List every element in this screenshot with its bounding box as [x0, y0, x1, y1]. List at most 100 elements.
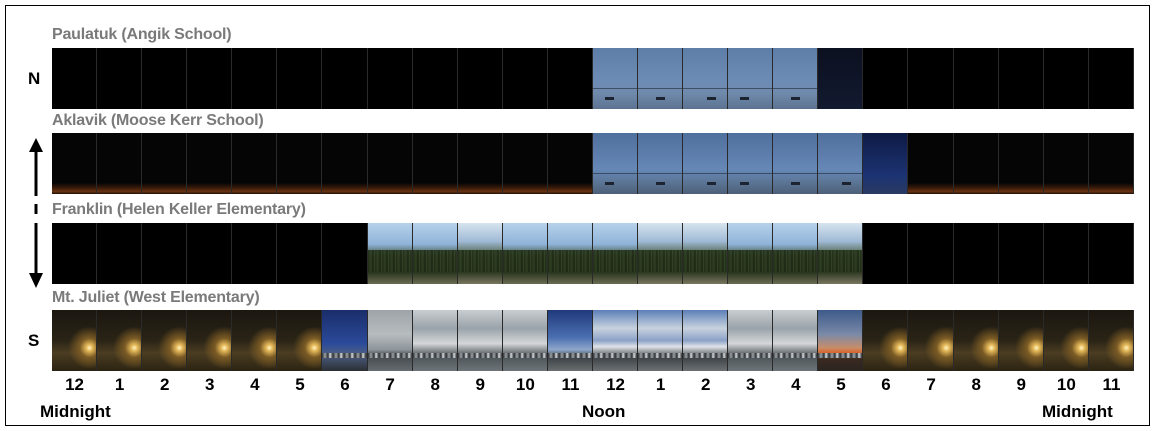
snapshot-hour-16 — [773, 223, 819, 284]
boat-shape — [656, 181, 666, 185]
snapshot-hour-4 — [232, 133, 278, 194]
snapshot-hour-22 — [1043, 310, 1089, 371]
parking-lot-cars — [412, 352, 457, 358]
snapshot-hour-20 — [954, 48, 999, 109]
hour-label: 12 — [65, 375, 84, 394]
hour-label: 7 — [926, 375, 936, 394]
hour-label: 10 — [1056, 375, 1076, 394]
snapshot-hour-16 — [773, 310, 819, 371]
parking-lot-cars — [818, 352, 863, 358]
snapshot-hour-18 — [863, 133, 909, 194]
snapshot-hour-9 — [457, 223, 503, 284]
hour-label: 3 — [746, 375, 756, 394]
snapshot-hour-19 — [908, 133, 954, 194]
hour-label: 2 — [700, 375, 711, 394]
boat-shape — [707, 181, 717, 185]
snapshot-hour-15 — [728, 133, 774, 194]
snapshot-hour-8 — [412, 133, 458, 194]
tree-line — [818, 249, 863, 272]
horizon-line — [592, 88, 638, 90]
hour-label: 11 — [561, 375, 580, 394]
snapshot-hour-11 — [548, 48, 593, 109]
south-label: S — [28, 331, 40, 350]
snapshot-hour-7 — [368, 48, 413, 109]
hour-label: 2 — [159, 375, 170, 394]
snapshot-hour-14 — [683, 223, 729, 284]
boat-shape — [842, 181, 852, 185]
parking-lot-cars — [638, 352, 683, 358]
parking-lot-cars — [728, 352, 773, 358]
tree-line — [502, 249, 547, 272]
snapshot-hour-2 — [142, 48, 188, 109]
snapshot-hour-22 — [1043, 133, 1089, 194]
snapshot-hour-20 — [953, 133, 999, 194]
snapshot-hour-13 — [638, 223, 684, 284]
north-label: N — [28, 69, 41, 88]
hour-label: 11 — [1102, 375, 1121, 394]
midnight-caption-right: Midnight — [1042, 402, 1113, 421]
boat-shape — [707, 96, 717, 100]
hour-label: 8 — [971, 375, 981, 394]
snapshot-hour-20 — [954, 223, 999, 284]
tree-line — [728, 249, 773, 272]
snapshot-hour-6 — [322, 48, 368, 109]
snapshot-hour-13 — [638, 133, 684, 194]
snapshot-hour-6 — [322, 310, 368, 371]
tree-line — [683, 249, 728, 272]
snapshot-hour-23 — [1088, 133, 1134, 194]
snapshot-hour-3 — [187, 310, 233, 371]
arrow-mid-bar — [34, 204, 38, 214]
snapshot-hour-21 — [998, 310, 1044, 371]
arrow-down-head — [29, 273, 43, 288]
snapshot-hour-16 — [773, 48, 819, 109]
snapshot-hour-9 — [457, 310, 503, 371]
hour-label: 7 — [385, 375, 395, 394]
hour-label: 6 — [340, 375, 350, 394]
arrow-up-head — [29, 138, 43, 152]
snapshot-hour-14 — [683, 133, 729, 194]
image-strip-aklavik — [52, 133, 1134, 194]
horizon-line — [592, 173, 638, 175]
snapshot-hour-2 — [142, 133, 188, 194]
snapshot-hour-14 — [683, 48, 729, 109]
snapshot-hour-10 — [503, 48, 548, 109]
arrow-down-shaft — [34, 223, 38, 273]
snapshot-hour-0 — [52, 310, 98, 371]
boat-shape — [791, 96, 801, 100]
snapshot-hour-0 — [52, 48, 98, 109]
hour-label: 9 — [475, 375, 486, 394]
snapshot-hour-19 — [908, 223, 954, 284]
snapshot-hour-13 — [638, 48, 684, 109]
hour-label: 1 — [655, 375, 666, 394]
parking-lot-cars — [592, 352, 638, 358]
hour-label: 10 — [515, 375, 535, 394]
boat-shape — [656, 96, 666, 100]
snapshot-hour-23 — [1089, 48, 1134, 109]
snapshot-hour-4 — [232, 48, 278, 109]
snapshot-hour-5 — [277, 48, 323, 109]
parking-lot-cars — [367, 352, 412, 358]
tree-line — [412, 249, 457, 272]
snapshot-hour-23 — [1089, 223, 1134, 284]
snapshot-hour-2 — [142, 310, 188, 371]
horizon-line — [683, 173, 728, 175]
snapshot-hour-4 — [232, 223, 278, 284]
snapshot-hour-10 — [502, 223, 548, 284]
horizon-line — [728, 88, 773, 90]
snapshot-hour-19 — [908, 48, 954, 109]
snapshot-hour-22 — [1044, 48, 1089, 109]
tree-line — [773, 249, 818, 272]
snapshot-hour-6 — [322, 133, 368, 194]
snapshot-hour-7 — [367, 133, 413, 194]
parking-lot-cars — [322, 352, 367, 358]
snapshot-hour-6 — [322, 223, 368, 284]
horizon-line — [638, 88, 683, 90]
image-strip-paulatuk — [52, 48, 1134, 109]
horizon-line — [728, 173, 773, 175]
snapshot-hour-10 — [502, 310, 548, 371]
snapshot-hour-5 — [277, 310, 323, 371]
snapshot-hour-9 — [457, 133, 503, 194]
horizon-line — [773, 173, 818, 175]
snapshot-hour-1 — [97, 223, 143, 284]
hour-label: 3 — [205, 375, 215, 394]
